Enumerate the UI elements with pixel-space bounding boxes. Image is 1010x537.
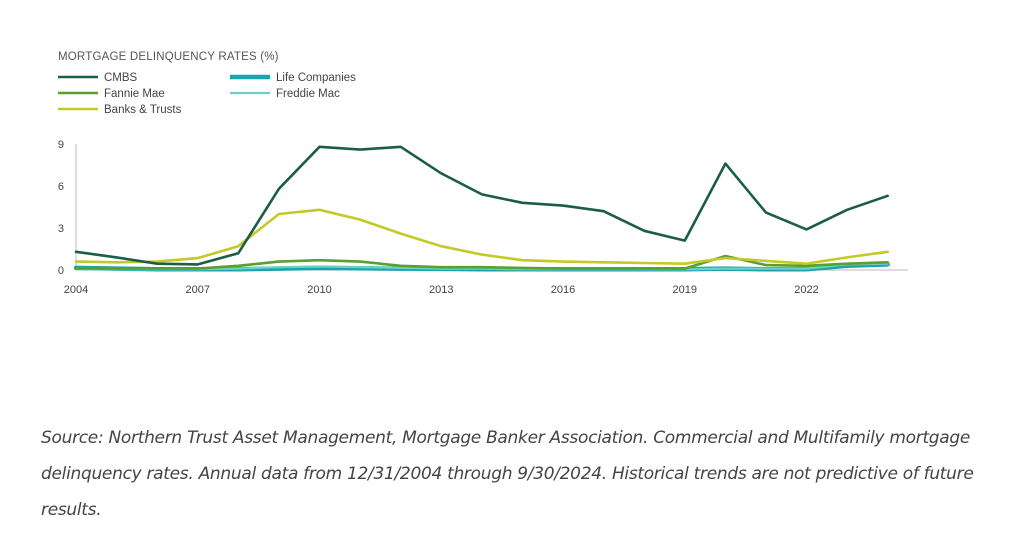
series-line-cmbs <box>74 145 890 266</box>
y-tick-label: 0 <box>58 265 64 277</box>
legend-label: Fannie Mae <box>104 88 165 100</box>
y-tick-label: 9 <box>58 139 64 151</box>
delinquency-chart: MORTGAGE DELINQUENCY RATES (%) CMBS Life … <box>58 51 908 296</box>
legend-label: Life Companies <box>276 72 356 84</box>
chart-title: MORTGAGE DELINQUENCY RATES (%) <box>58 51 279 63</box>
x-tick-label: 2007 <box>186 284 210 296</box>
series-layer <box>73 145 890 272</box>
x-tick-label: 2016 <box>551 284 575 296</box>
series-line-banks-trusts <box>74 208 890 266</box>
y-tick-label: 6 <box>58 181 64 193</box>
series-line-freddie-mac <box>74 262 889 271</box>
x-tick-label: 2010 <box>307 284 331 296</box>
y-tick-label: 3 <box>58 223 64 235</box>
legend: CMBS Life Companies Fannie Mae Freddie Mac B… <box>58 72 356 116</box>
legend-label: Freddie Mac <box>276 88 340 100</box>
source-note: Source: Northern Trust Asset Management,… <box>41 428 974 520</box>
x-tick-label: 2022 <box>794 284 818 296</box>
x-tick-label: 2004 <box>64 284 88 296</box>
x-tick-label: 2013 <box>429 284 453 296</box>
series-line-fannie-mae <box>74 254 890 270</box>
legend-label: CMBS <box>104 72 138 84</box>
x-tick-label: 2019 <box>673 284 697 296</box>
legend-label: Banks & Trusts <box>104 104 182 116</box>
